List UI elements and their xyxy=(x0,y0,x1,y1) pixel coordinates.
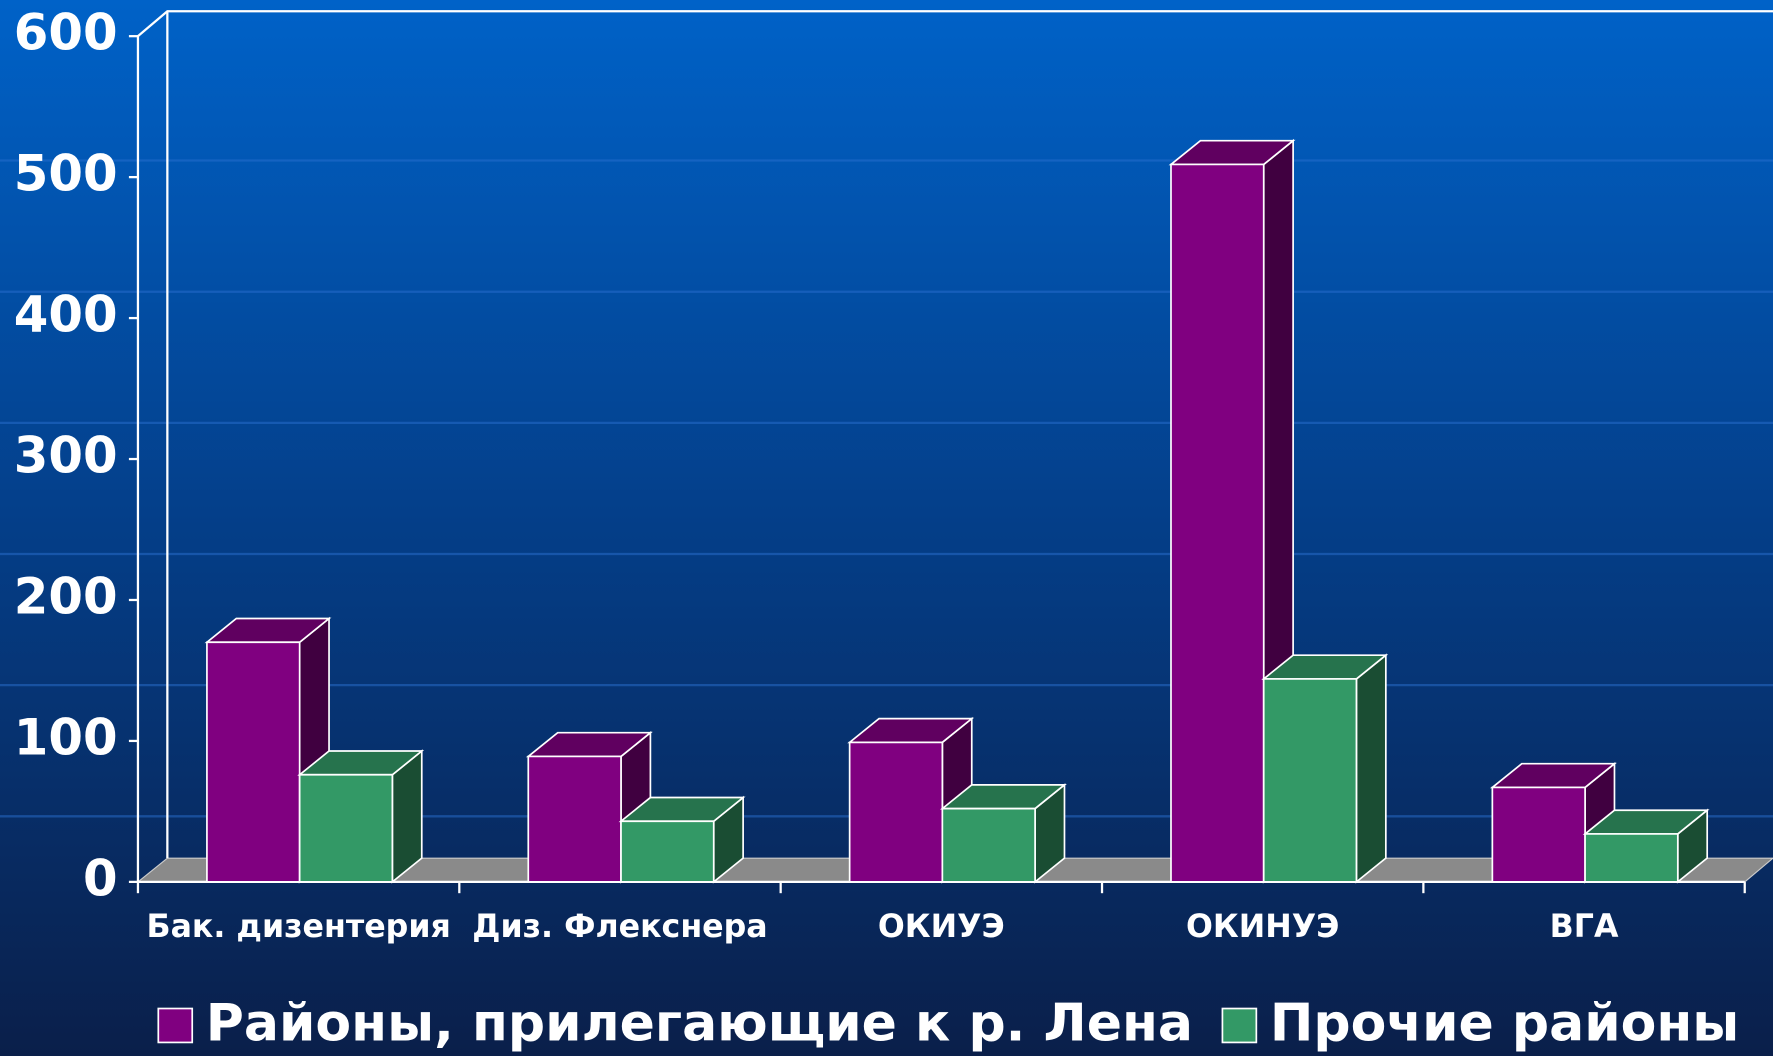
x-tick-label: Бак. дизентерия xyxy=(146,909,450,945)
legend-swatch xyxy=(157,1007,194,1044)
y-tick-label: 300 xyxy=(14,427,118,485)
x-tick-label: ОКИУЭ xyxy=(878,909,1005,945)
bar-side xyxy=(1355,653,1387,884)
bar xyxy=(1582,808,1710,884)
bar-front xyxy=(1584,833,1679,883)
y-tick-label: 500 xyxy=(14,145,118,203)
bar xyxy=(939,783,1067,884)
bar-front xyxy=(620,820,715,883)
x-tick-label: ВГА xyxy=(1550,909,1619,945)
y-tick-label: 600 xyxy=(14,4,118,62)
bar-front xyxy=(1491,786,1586,883)
y-tick-label: 100 xyxy=(14,708,118,766)
x-tick-label: Диз. Флекснера xyxy=(472,909,767,945)
bar-front xyxy=(298,773,394,883)
legend-label: Районы, прилегающие к р. Лена xyxy=(206,994,1193,1054)
legend-swatch xyxy=(1221,1007,1258,1044)
bar-front xyxy=(527,755,622,883)
y-tick-label: 0 xyxy=(83,849,118,907)
bar-front xyxy=(1262,678,1358,883)
legend-label: Прочие районы xyxy=(1270,994,1739,1054)
bar xyxy=(297,749,425,884)
bar-front xyxy=(848,741,944,883)
bar xyxy=(618,795,746,884)
y-tick-label: 200 xyxy=(14,567,118,625)
bar-front xyxy=(941,807,1036,883)
bar xyxy=(1261,653,1389,884)
x-tick-label: ОКИНУЭ xyxy=(1186,909,1339,945)
bar-front xyxy=(206,641,301,883)
y-tick-label: 400 xyxy=(14,286,118,344)
bar-front xyxy=(1170,163,1265,883)
